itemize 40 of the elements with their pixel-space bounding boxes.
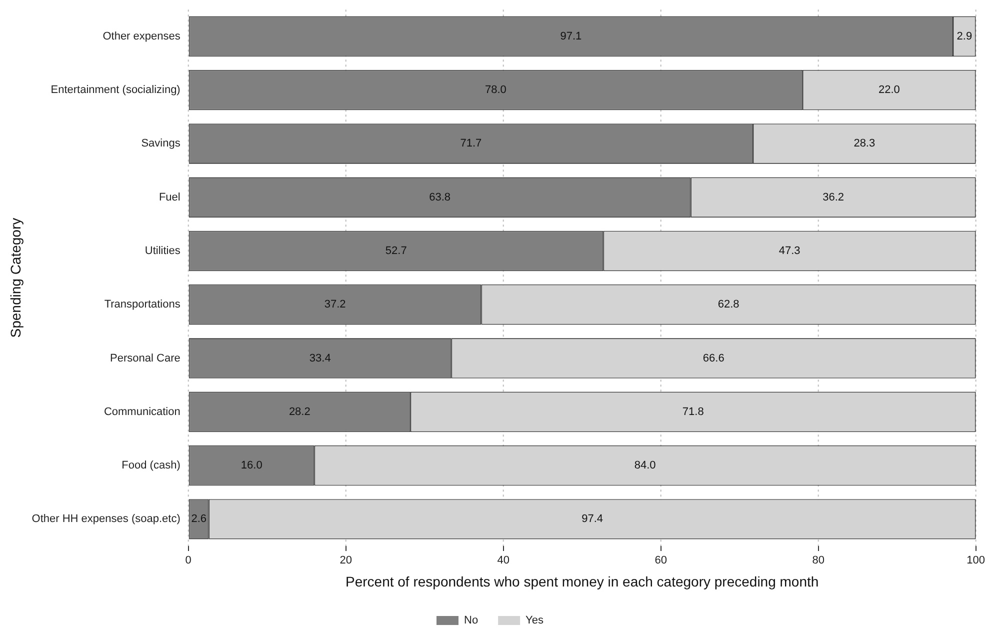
- text: 33.4: [309, 352, 331, 364]
- y-tick-label: Other HH expenses (soap.etc): [32, 513, 180, 526]
- text: 71.8: [682, 406, 704, 418]
- text: 97.1: [560, 30, 582, 42]
- y-tick-label: Utilities: [144, 245, 181, 258]
- y-axis-title: Spending Category: [7, 218, 24, 338]
- y-tick-label: Food (cash): [122, 460, 180, 472]
- text: 63.8: [429, 191, 451, 204]
- text: 36.2: [822, 191, 844, 204]
- text: 97.4: [582, 513, 604, 526]
- text: 62.8: [718, 298, 740, 311]
- text: 66.6: [702, 352, 724, 364]
- text: 78.0: [485, 84, 506, 96]
- text: 2.6: [191, 513, 206, 526]
- x-tick-label: 0: [185, 554, 192, 567]
- y-tick-label: Fuel: [158, 191, 180, 204]
- y-tick-label: Personal Care: [110, 352, 180, 364]
- text: 47.3: [778, 245, 800, 258]
- y-tick-label: Transportations: [104, 298, 181, 311]
- text: 52.7: [385, 245, 407, 258]
- text: 71.7: [460, 138, 482, 150]
- y-tick-label: Communication: [104, 406, 180, 418]
- x-tick-label: 100: [966, 554, 986, 567]
- text: 37.2: [324, 298, 346, 311]
- x-axis-title: Percent of respondents who spent money in each category preceding month: [346, 573, 819, 590]
- x-tick-label: 20: [340, 554, 352, 567]
- text: 22.0: [878, 84, 900, 96]
- x-tick-label: 40: [497, 554, 510, 567]
- text: 16.0: [240, 460, 262, 472]
- text: 28.2: [288, 406, 310, 418]
- x-tick-label: 80: [812, 554, 824, 567]
- text: 84.0: [634, 460, 656, 472]
- y-tick-label: Other expenses: [102, 30, 181, 42]
- y-tick-label: Savings: [141, 138, 181, 150]
- text: 28.3: [854, 138, 876, 150]
- y-tick-label: Entertainment (socializing): [50, 84, 180, 96]
- text: 2.9: [956, 30, 972, 42]
- legend-label: No: [464, 614, 478, 627]
- x-tick-label: 60: [654, 554, 667, 567]
- legend-label: Yes: [526, 614, 544, 627]
